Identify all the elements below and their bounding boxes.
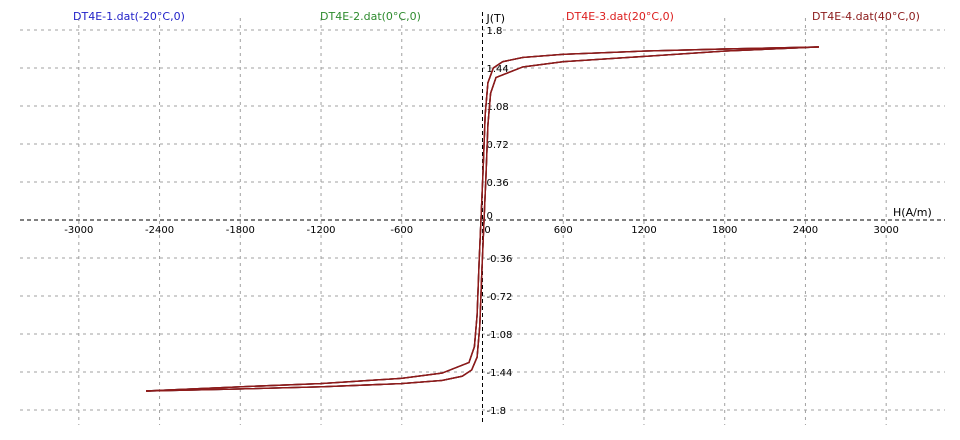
y-tick-label: 0.36 [487, 178, 509, 189]
y-tick-label: -1.08 [487, 330, 513, 341]
x-axis-title: H(A/m) [893, 206, 932, 219]
y-tick-label: 1.44 [487, 64, 509, 75]
x-tick-label: 2400 [793, 225, 818, 236]
axes: H(A/m) J(T) [20, 12, 945, 425]
x-tick-label: -3000 [64, 225, 93, 236]
x-tick-label: 600 [554, 225, 573, 236]
series-curve-upper [146, 46, 819, 392]
x-tick-label: 3000 [873, 225, 898, 236]
series-curve-lower [146, 46, 819, 392]
y-tick-label: 1.8 [487, 26, 503, 37]
legend-entry: DT4E-3.dat(20°C,0) [566, 10, 674, 23]
x-tick-label: -2400 [145, 225, 174, 236]
legend-entry: DT4E-1.dat(-20°C,0) [73, 10, 185, 23]
x-tick-label: 1800 [712, 225, 737, 236]
x-tick-label: 1200 [631, 225, 656, 236]
series-curves [146, 46, 819, 392]
x-tick-label: -1800 [226, 225, 255, 236]
x-tick-label: -1200 [306, 225, 335, 236]
x-tick-label: 0 [484, 225, 490, 236]
x-tick-label: -600 [390, 225, 413, 236]
y-axis-title: J(T) [486, 12, 506, 25]
legend-entry: DT4E-4.dat(40°C,0) [812, 10, 920, 23]
y-tick-label: -1.44 [487, 368, 513, 379]
y-tick-label: 0.72 [487, 140, 509, 151]
legend: DT4E-1.dat(-20°C,0) DT4E-2.dat(0°C,0) DT4E… [73, 10, 920, 23]
grid [20, 18, 945, 425]
y-tick-label: 0 [487, 211, 493, 222]
y-tick-label: 1.08 [487, 102, 509, 113]
y-tick-label: -1.8 [487, 406, 507, 417]
tick-labels: -3000 -2400 -1800 -1200 -600 0 600 1200 1800 2400… [64, 26, 899, 417]
y-tick-label: -0.36 [487, 254, 513, 265]
y-tick-label: -0.72 [487, 292, 513, 303]
legend-entry: DT4E-2.dat(0°C,0) [320, 10, 421, 23]
